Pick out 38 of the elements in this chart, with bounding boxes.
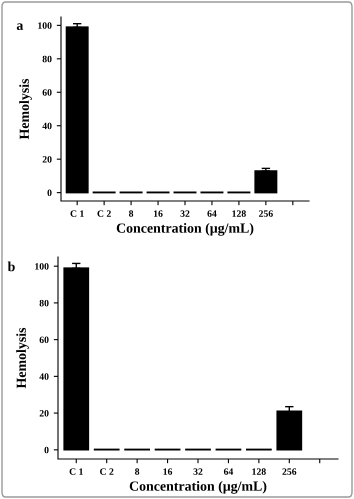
y-tick-label: 80 [40,300,49,306]
x-tick-label: C 1 [70,210,84,217]
bar [66,26,89,194]
y-axis-title: Hemolysis [16,328,29,388]
x-tick-label: 8 [128,210,134,217]
bar [254,170,278,194]
x-tick-label: 32 [180,210,190,217]
y-axis-title: Hemolysis [19,78,32,140]
x-tick-label: 64 [207,210,217,217]
y-tick-label: 0 [44,446,49,454]
bar [276,410,302,451]
x-tick-label: C 1 [70,468,83,475]
y-tick-label: 80 [42,56,52,62]
y-tick-label: 0 [47,190,52,196]
x-tick-label: 16 [163,468,172,475]
x-tick-label: C 2 [97,210,111,217]
x-axis-title: Concentration (μg/mL) [116,223,254,236]
x-tick-label: 8 [135,468,140,475]
x-axis-title: Concentration (μg/mL) [130,481,266,494]
x-tick-label: 256 [282,468,296,475]
y-tick-label: 40 [42,122,52,130]
y-tick-label: 20 [42,156,52,163]
y-tick-label: 100 [35,263,49,270]
chart-title: a [16,23,24,30]
y-tick-label: 40 [39,373,49,380]
y-tick-label: 20 [40,410,49,417]
x-tick-label: 16 [154,210,163,217]
x-tick-label: 128 [252,468,266,475]
y-tick-label: 60 [40,336,49,344]
x-tick-label: 128 [232,210,246,217]
bar [63,267,90,451]
chart-title: b [8,262,15,272]
y-tick-label: 60 [42,89,52,96]
y-tick-label: 100 [38,22,52,29]
x-tick-label: 64 [224,468,234,475]
x-tick-label: 256 [258,210,273,217]
x-tick-label: 32 [194,468,202,475]
x-tick-label: C 2 [100,468,114,475]
